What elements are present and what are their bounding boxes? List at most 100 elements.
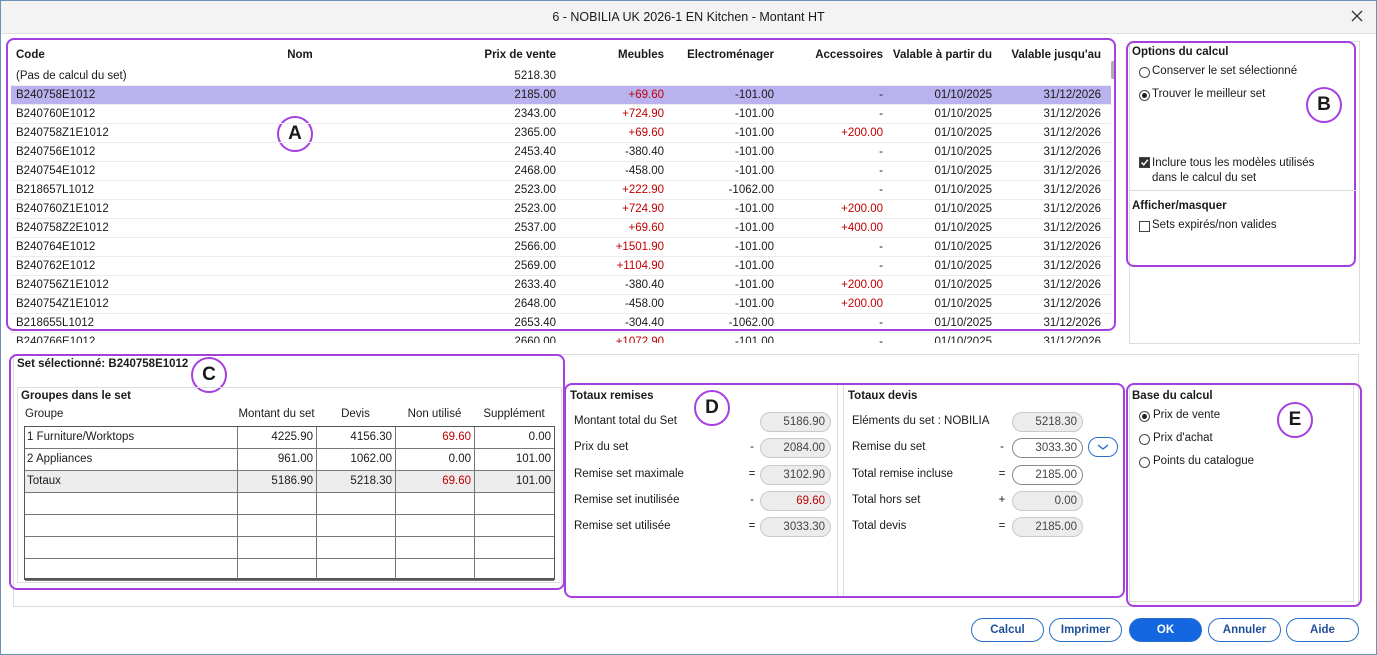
scrollbar-thumb[interactable] xyxy=(1111,61,1116,79)
cell: 01/10/2025 xyxy=(934,336,992,343)
button[interactable]: Aide xyxy=(1286,618,1359,642)
table-row[interactable]: B240764E1012 2566.00 +1501.90 -101.00 - 01/10… xyxy=(11,238,1111,257)
cell: 2566.00 xyxy=(514,241,556,253)
cell: 01/10/2025 xyxy=(934,127,992,139)
button[interactable]: OK xyxy=(1129,618,1202,642)
sets-table-body: (Pas de calcul du set) 5218.30 B240758E101… xyxy=(11,67,1111,343)
grid-col xyxy=(474,427,475,579)
column-header: Montant du set xyxy=(238,408,315,420)
field[interactable]: 3033.30 xyxy=(1012,438,1083,459)
checkbox-label: Inclure tous les modèles utilisés dans l… xyxy=(1152,157,1315,184)
separator xyxy=(1129,190,1356,191)
table-row[interactable]: B240754Z1E1012 2648.00 -458.00 -101.00 +200.… xyxy=(11,295,1111,314)
callout-label: E xyxy=(1277,402,1313,438)
dropdown-button[interactable] xyxy=(1088,437,1118,458)
checkbox[interactable] xyxy=(1139,157,1150,168)
cell: 101.00 xyxy=(515,475,551,487)
operator: = xyxy=(998,467,1006,480)
table-row[interactable]: B240758Z1E1012 2365.00 +69.60 -101.00 +200.0… xyxy=(11,124,1111,143)
cell: +69.60 xyxy=(628,222,665,234)
field: 3033.30 xyxy=(760,517,831,538)
radio[interactable] xyxy=(1139,434,1150,445)
table-row[interactable]: B240756Z1E1012 2633.40 -380.40 -101.00 +200.… xyxy=(11,276,1111,295)
cell: 2569.00 xyxy=(514,260,556,272)
cell: -304.40 xyxy=(624,317,664,329)
section-title: Groupes dans le set xyxy=(21,390,131,402)
field: 5218.30 xyxy=(1012,412,1083,432)
cell: B240754E1012 xyxy=(16,165,96,177)
table-row[interactable]: B218657L1012 2523.00 +222.90 -1062.00 - 01/10… xyxy=(11,181,1111,200)
separator xyxy=(837,385,844,596)
cell: 01/10/2025 xyxy=(934,298,992,310)
cell: 01/10/2025 xyxy=(934,317,992,329)
operator: + xyxy=(998,493,1006,506)
radio-dot xyxy=(1142,93,1147,98)
cell: 31/12/2026 xyxy=(1043,184,1101,196)
cell: 01/10/2025 xyxy=(934,222,992,234)
table-row[interactable]: B240762E1012 2569.00 +1104.90 -101.00 - 01/10… xyxy=(11,257,1111,276)
column-header: Prix de vente xyxy=(484,49,556,61)
checkbox[interactable] xyxy=(1139,221,1150,232)
cell: - xyxy=(879,241,883,253)
field: 2185.00 xyxy=(1012,517,1083,538)
table-row[interactable]: B218655L1012 2653.40 -304.40 -1062.00 - 01/10… xyxy=(11,314,1111,333)
field: 69.60 xyxy=(760,490,831,511)
radio[interactable] xyxy=(1139,90,1150,101)
cell: 69.60 xyxy=(442,431,471,443)
table-row[interactable]: B240758E1012 2185.00 +69.60 -101.00 - 01/10/2… xyxy=(11,86,1111,105)
cell: 31/12/2026 xyxy=(1043,241,1101,253)
field-label: Total hors set xyxy=(852,493,921,506)
table-row[interactable]: B240754E1012 2468.00 -458.00 -101.00 - 01/10/… xyxy=(11,162,1111,181)
column-header: Valable jusqu'au xyxy=(1011,49,1101,61)
table-row[interactable]: B240766E1012 2660.00 +1072.90 -101.00 - 01/10… xyxy=(11,333,1111,343)
table-row[interactable]: B240760Z1E1012 2523.00 +724.90 -101.00 +200.… xyxy=(11,200,1111,219)
field: 3102.90 xyxy=(760,464,831,485)
column-header: Devis xyxy=(341,408,370,420)
cell: -101.00 xyxy=(734,336,774,343)
column-header: Supplément xyxy=(483,408,545,420)
button[interactable]: Calcul xyxy=(971,618,1044,642)
field[interactable]: 2185.00 xyxy=(1012,464,1083,485)
grid-row xyxy=(25,427,554,449)
cell: 01/10/2025 xyxy=(934,108,992,120)
radio[interactable] xyxy=(1139,457,1150,468)
operator: = xyxy=(748,520,756,533)
cell: B240756Z1E1012 xyxy=(16,279,109,291)
radio-dot xyxy=(1142,414,1147,419)
radio-label: Prix d'achat xyxy=(1153,432,1213,444)
cell: 961.00 xyxy=(277,453,313,465)
radio[interactable] xyxy=(1139,411,1150,422)
column-header: Groupe xyxy=(25,408,64,420)
cell: -101.00 xyxy=(734,146,774,158)
cell: -1062.00 xyxy=(728,317,774,329)
cell: B240760E1012 xyxy=(16,108,96,120)
cell: 2365.00 xyxy=(514,127,556,139)
cell: +1072.90 xyxy=(615,336,664,343)
operator: = xyxy=(748,467,756,480)
radio[interactable] xyxy=(1139,67,1150,78)
close-button[interactable] xyxy=(1350,9,1364,23)
table-row[interactable]: B240756E1012 2453.40 -380.40 -101.00 - 01/10/… xyxy=(11,143,1111,162)
table-row[interactable]: (Pas de calcul du set) 5218.30 xyxy=(11,67,1111,86)
cell: 01/10/2025 xyxy=(934,279,992,291)
table-row[interactable]: B240758Z2E1012 2537.00 +69.60 -101.00 +400.0… xyxy=(11,219,1111,238)
column-header: Nom xyxy=(287,49,313,61)
cell: 0.00 xyxy=(448,453,471,465)
cell: 2523.00 xyxy=(514,184,556,196)
cell: B218655L1012 xyxy=(16,317,95,329)
cell: +200.00 xyxy=(841,298,883,310)
cell: B240754Z1E1012 xyxy=(16,298,109,310)
field-value: 3102.90 xyxy=(783,468,825,481)
radio-label: Trouver le meilleur set xyxy=(1152,88,1266,100)
button[interactable]: Imprimer xyxy=(1049,618,1122,642)
title-bar xyxy=(1,1,1376,34)
column-header: Code xyxy=(16,49,45,61)
table-row[interactable]: B240760E1012 2343.00 +724.90 -101.00 - 01/10/… xyxy=(11,105,1111,124)
button[interactable]: Annuler xyxy=(1208,618,1281,642)
cell: 2343.00 xyxy=(514,108,556,120)
field: 2084.00 xyxy=(760,438,831,459)
cell: 01/10/2025 xyxy=(934,89,992,101)
field-value: 2185.00 xyxy=(1035,521,1077,534)
cell: -101.00 xyxy=(734,222,774,234)
